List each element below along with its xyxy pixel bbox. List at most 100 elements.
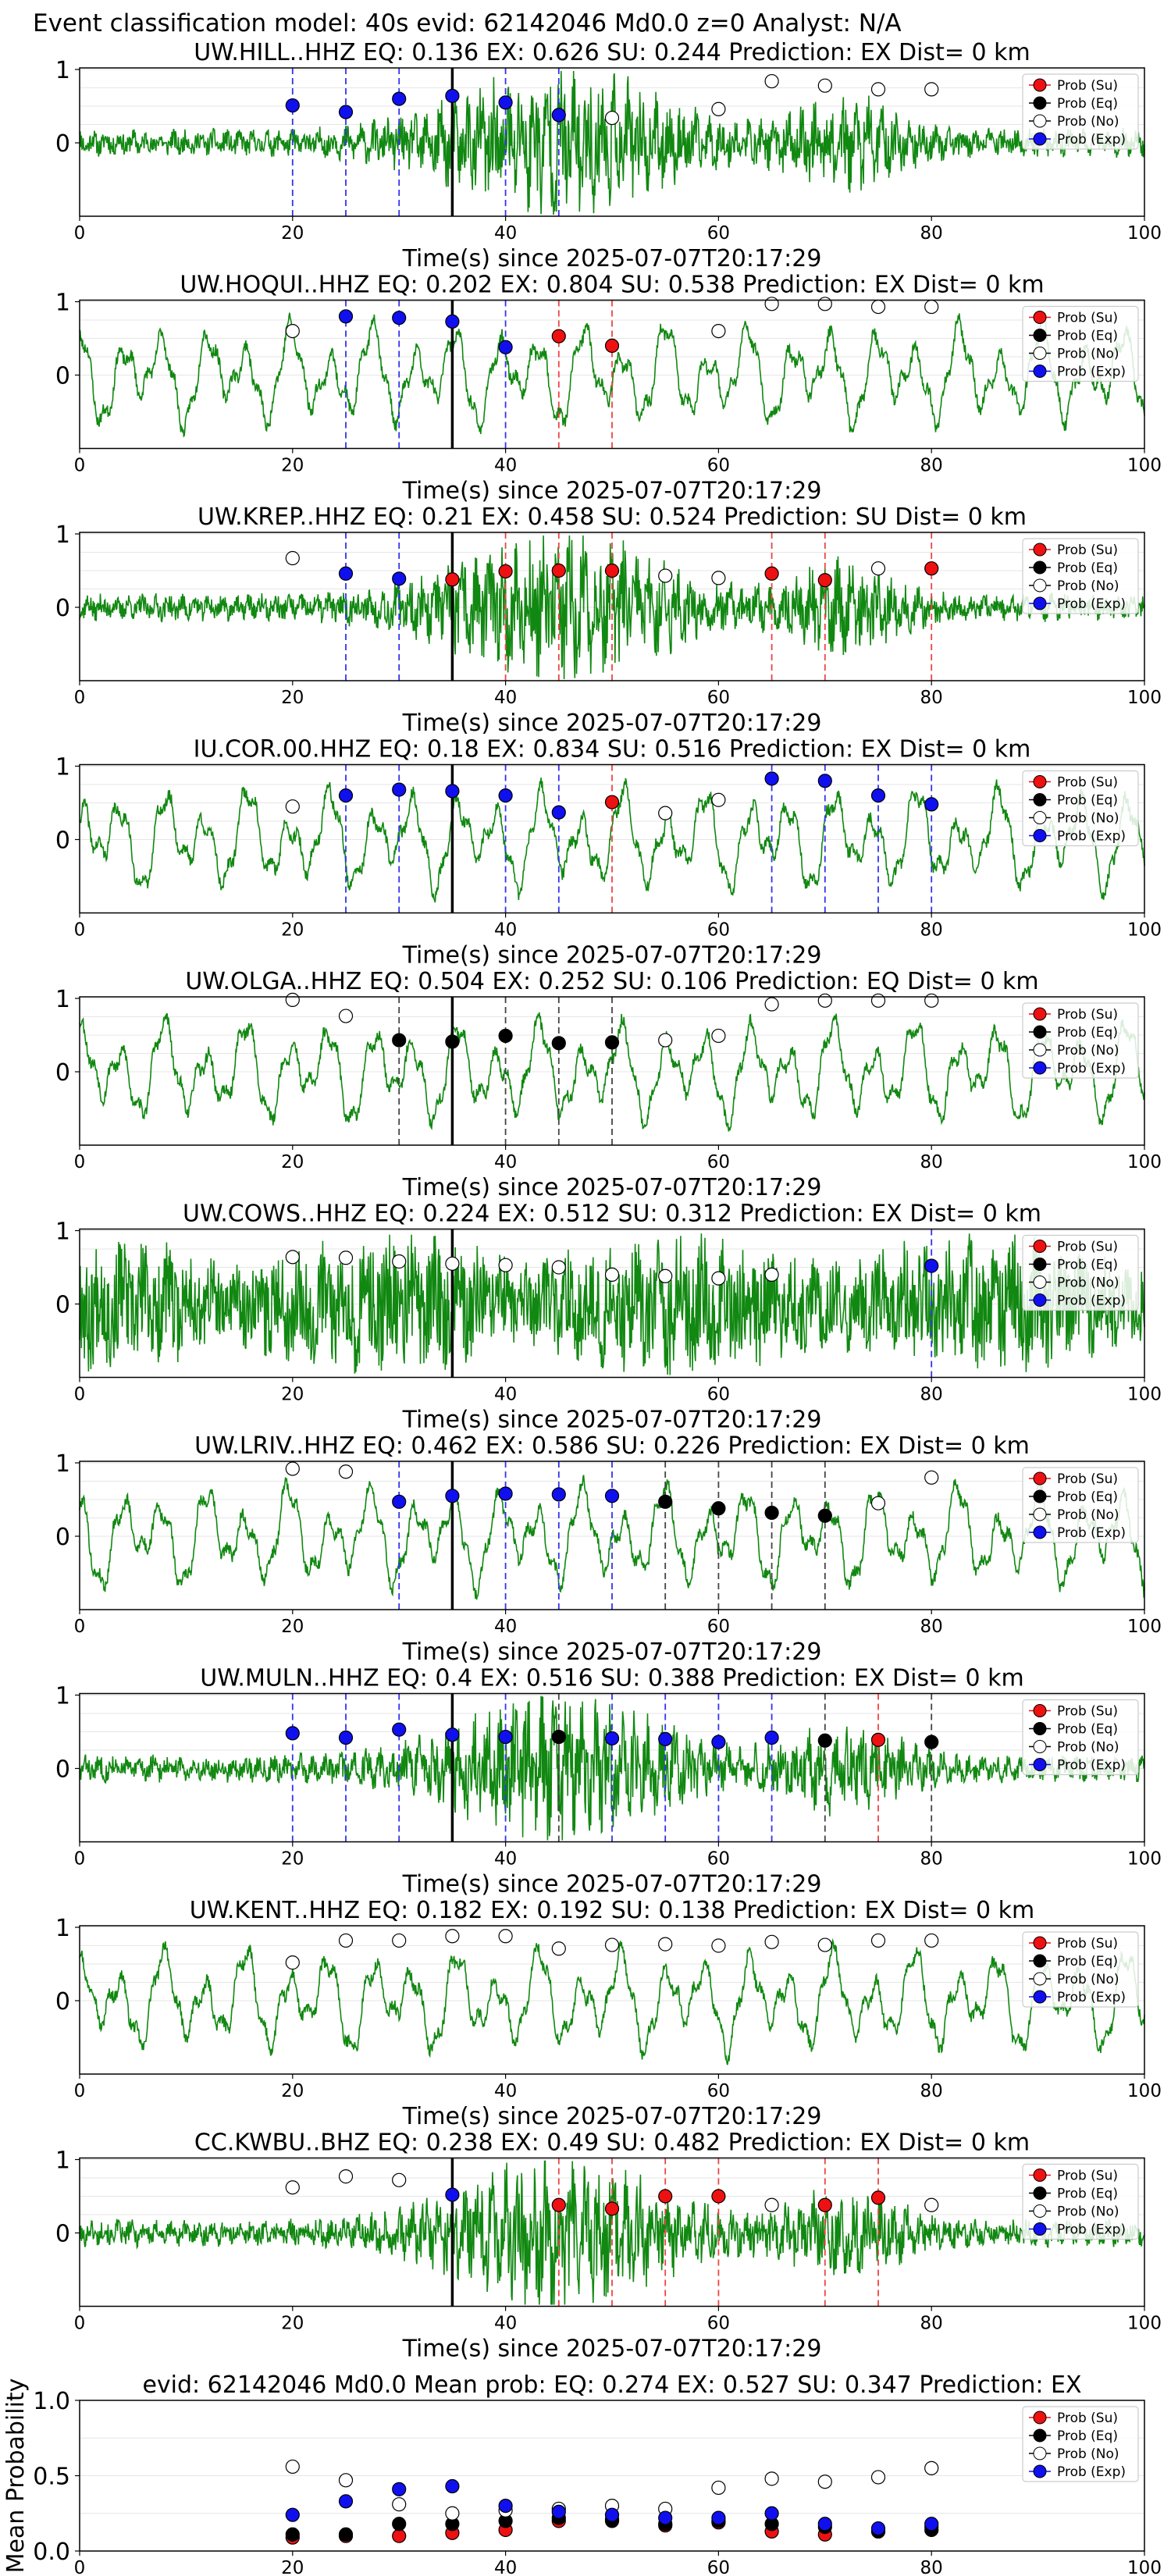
probability-point-no-0	[285, 324, 300, 339]
y-tick-label: 0.0	[33, 2539, 70, 2566]
probability-point-no-8	[711, 1028, 726, 1044]
panel-title: UW.MULN..HHZ EQ: 0.4 EX: 0.516 SU: 0.388…	[200, 1665, 1024, 1692]
x-tick-label: 40	[494, 920, 517, 941]
axes-frame	[79, 532, 1145, 681]
waveform-trace	[79, 1012, 1145, 1132]
y-tick-label: 1	[55, 521, 70, 549]
probability-point-su-6	[604, 563, 620, 578]
probability-point-exp-3	[445, 2187, 460, 2202]
legend-label-eq: Prob (Eq)	[1057, 2186, 1118, 2202]
legend-marker-no	[1033, 1740, 1047, 1753]
probability-point-no-12	[924, 1470, 939, 1485]
x-tick-label: 60	[707, 1617, 730, 1637]
x-tick-label: 80	[920, 1385, 943, 1405]
y-tick-label: 0	[55, 595, 70, 622]
x-tick-label: 60	[707, 920, 730, 941]
legend-label-exp: Prob (Exp)	[1057, 596, 1126, 612]
legend-marker-no	[1033, 1276, 1047, 1289]
x-tick-label: 20	[281, 2081, 304, 2101]
probability-point-no-2	[392, 1254, 407, 1269]
probability-point-su-4	[498, 564, 513, 579]
legend-box	[1022, 73, 1139, 150]
x-tick-label: 20	[281, 920, 304, 941]
axes-frame	[79, 1461, 1145, 1610]
legend-marker-no	[1033, 578, 1047, 592]
legend-label-exp: Prob (Exp)	[1057, 1293, 1126, 1309]
legend-marker-su	[1033, 1471, 1047, 1485]
probability-point-eq-5	[551, 1036, 566, 1051]
mean-point-exp-6	[604, 2507, 620, 2522]
probability-point-exp-2	[392, 91, 407, 106]
legend-marker-su	[1033, 78, 1047, 92]
station-panel-6: UW.COWS..HHZ EQ: 0.224 EX: 0.512 SU: 0.3…	[55, 1201, 1162, 1434]
y-tick-label: 0	[55, 1524, 70, 1551]
legend-marker-eq	[1033, 793, 1047, 806]
legend-box	[1022, 1931, 1139, 2008]
x-tick-label: 40	[494, 2558, 517, 2576]
mean-point-exp-8	[711, 2510, 726, 2525]
legend-label-no: Prob (No)	[1057, 1507, 1119, 1523]
y-tick-label: 0	[55, 1292, 70, 1319]
probability-point-no-8	[764, 2197, 779, 2212]
axes-frame	[79, 763, 1145, 914]
probability-point-no-0	[285, 2180, 300, 2195]
panel-title: UW.LRIV..HHZ EQ: 0.462 EX: 0.586 SU: 0.2…	[194, 1432, 1030, 1460]
mean-point-no-12	[924, 2460, 939, 2475]
x-tick-label: 80	[920, 2314, 943, 2334]
mean-point-exp-5	[551, 2504, 566, 2519]
legend-marker-su	[1033, 2411, 1047, 2425]
mean-point-eq-1	[338, 2527, 354, 2542]
y-axis-label: Mean Probability	[2, 2379, 30, 2574]
x-tick-label: 20	[281, 1152, 304, 1172]
legend-label-su: Prob (Su)	[1057, 1007, 1118, 1023]
probability-point-su-6	[658, 2189, 673, 2204]
probability-point-no-10	[870, 299, 886, 315]
x-tick-label: 40	[494, 1385, 517, 1405]
legend-marker-su	[1033, 2169, 1047, 2182]
x-axis-label: Time(s) since 2025-07-07T20:17:29	[402, 1174, 822, 1201]
x-tick-label: 80	[920, 920, 943, 941]
y-tick-label: 0.5	[33, 2464, 70, 2491]
x-tick-label: 0	[74, 1385, 86, 1405]
x-tick-label: 60	[707, 1152, 730, 1172]
figure-suptitle: Event classification model: 40s evid: 62…	[33, 9, 902, 37]
probability-point-exp-2	[392, 571, 407, 586]
legend-marker-exp	[1033, 2222, 1047, 2236]
probability-point-exp-9	[764, 1730, 779, 1745]
station-panel-5: UW.OLGA..HHZ EQ: 0.504 EX: 0.252 SU: 0.1…	[55, 968, 1162, 1201]
probability-point-eq-12	[924, 1735, 939, 1749]
probability-point-exp-1	[338, 1730, 354, 1745]
legend-label-su: Prob (Su)	[1057, 1936, 1118, 1952]
panel-title: CC.KWBU..BHZ EQ: 0.238 EX: 0.49 SU: 0.48…	[194, 2129, 1030, 2157]
x-tick-label: 0	[74, 1152, 86, 1172]
x-tick-label: 100	[1127, 223, 1162, 244]
probability-point-no-7	[658, 1033, 673, 1048]
probability-point-no-5	[551, 1260, 566, 1275]
panel-title: UW.COWS..HHZ EQ: 0.224 EX: 0.512 SU: 0.3…	[183, 1201, 1041, 1228]
x-tick-label: 20	[281, 1617, 304, 1637]
probability-point-eq-5	[551, 1729, 566, 1745]
x-tick-label: 100	[1127, 1617, 1162, 1637]
probability-point-exp-5	[551, 805, 566, 820]
legend-label-eq: Prob (Eq)	[1057, 1722, 1118, 1738]
probability-point-exp-4	[498, 95, 513, 110]
probability-point-no-11	[870, 561, 886, 576]
waveform-trace	[79, 1233, 1145, 1375]
legend-label-eq: Prob (Eq)	[1057, 1025, 1118, 1041]
x-tick-label: 0	[74, 688, 86, 708]
legend-marker-su	[1033, 775, 1047, 788]
mean-point-exp-11	[870, 2521, 886, 2536]
x-tick-label: 60	[707, 688, 730, 708]
legend-label-eq: Prob (Eq)	[1057, 793, 1118, 809]
legend-marker-eq	[1033, 2428, 1047, 2443]
x-tick-label: 60	[707, 456, 730, 476]
mean-point-no-2	[392, 2497, 407, 2512]
x-tick-label: 40	[494, 223, 517, 244]
legend-label-exp: Prob (Exp)	[1057, 365, 1126, 380]
probability-point-exp-8	[711, 1735, 726, 1749]
y-tick-label: 0	[55, 1988, 70, 2016]
probability-point-no-9	[817, 297, 832, 311]
legend-marker-eq	[1033, 560, 1047, 575]
legend-label-no: Prob (No)	[1057, 114, 1119, 130]
